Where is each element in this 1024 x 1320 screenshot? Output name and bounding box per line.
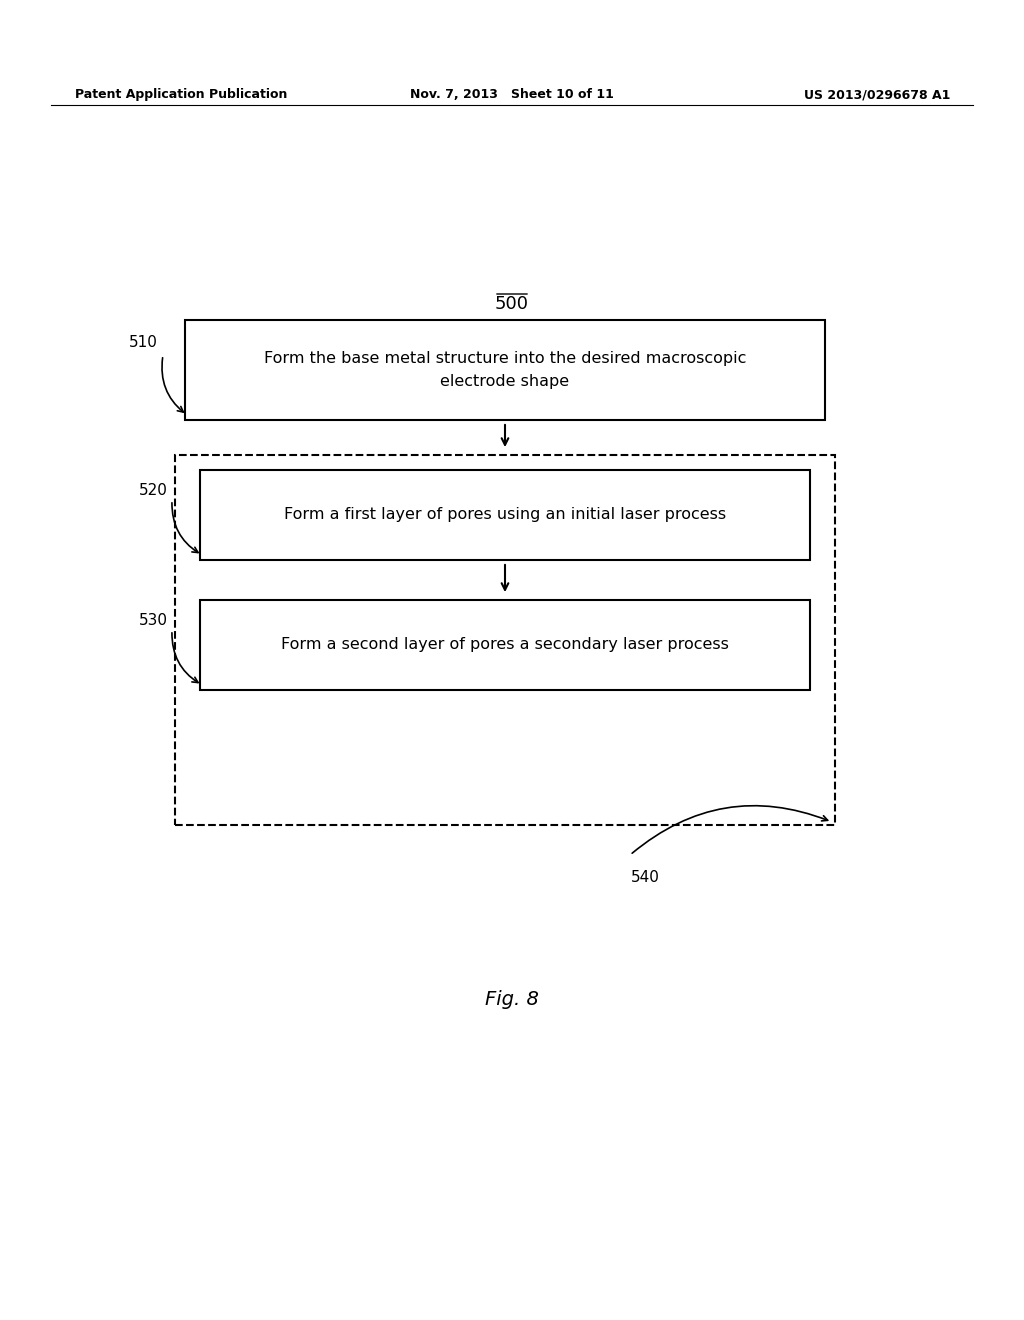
FancyBboxPatch shape (185, 319, 825, 420)
Text: 540: 540 (631, 870, 659, 884)
Text: Fig. 8: Fig. 8 (485, 990, 539, 1008)
Text: Patent Application Publication: Patent Application Publication (75, 88, 288, 102)
Text: Form a first layer of pores using an initial laser process: Form a first layer of pores using an ini… (284, 507, 726, 523)
Text: 510: 510 (129, 335, 158, 350)
Text: US 2013/0296678 A1: US 2013/0296678 A1 (804, 88, 950, 102)
Text: 520: 520 (139, 483, 168, 498)
Text: 530: 530 (139, 612, 168, 628)
Text: Nov. 7, 2013   Sheet 10 of 11: Nov. 7, 2013 Sheet 10 of 11 (410, 88, 614, 102)
FancyBboxPatch shape (200, 601, 810, 690)
Text: Form a second layer of pores a secondary laser process: Form a second layer of pores a secondary… (281, 638, 729, 652)
Text: Form the base metal structure into the desired macroscopic
electrode shape: Form the base metal structure into the d… (264, 351, 746, 388)
Text: 500: 500 (495, 294, 529, 313)
FancyBboxPatch shape (200, 470, 810, 560)
